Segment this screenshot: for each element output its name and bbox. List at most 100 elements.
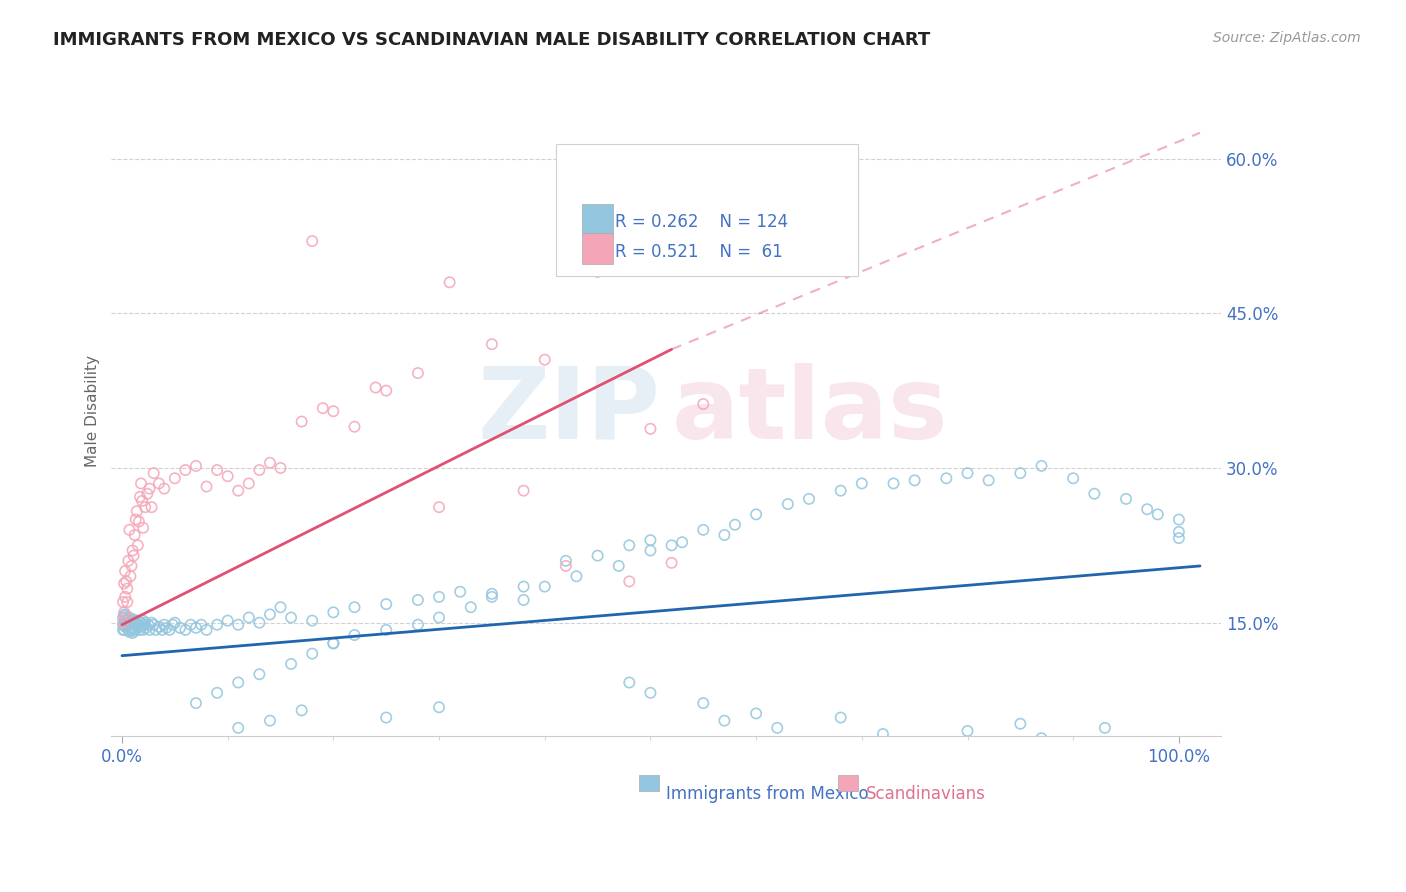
Point	[134, 615, 156, 630]
Point	[141, 615, 163, 630]
Point	[138, 623, 160, 637]
Text: atlas: atlas	[672, 363, 949, 459]
Point	[427, 590, 450, 604]
Point	[640, 422, 662, 436]
Point	[1083, 487, 1105, 501]
Point	[114, 564, 136, 578]
Point	[125, 617, 148, 632]
Point	[118, 624, 141, 639]
Point	[977, 474, 1000, 488]
Point	[1167, 531, 1189, 545]
Point	[169, 621, 191, 635]
Point	[1094, 721, 1116, 735]
Point	[121, 558, 143, 573]
Point	[153, 617, 176, 632]
Text: Scandinavians: Scandinavians	[866, 785, 986, 803]
Point	[125, 622, 148, 636]
Point	[125, 615, 148, 630]
Text: R = 0.521    N =  61: R = 0.521 N = 61	[614, 243, 783, 261]
Point	[301, 647, 323, 661]
Point	[565, 569, 588, 583]
Text: Immigrants from Mexico: Immigrants from Mexico	[666, 785, 869, 803]
Point	[364, 380, 387, 394]
Point	[640, 686, 662, 700]
Point	[128, 515, 150, 529]
Point	[145, 623, 167, 637]
Point	[112, 623, 135, 637]
Point	[375, 710, 398, 724]
Text: R = 0.262    N = 124: R = 0.262 N = 124	[614, 213, 787, 231]
Point	[512, 483, 534, 498]
Point	[132, 623, 155, 637]
Point	[1031, 731, 1053, 746]
Point	[406, 366, 429, 380]
Point	[112, 615, 135, 630]
Point	[114, 614, 136, 628]
Point	[322, 636, 344, 650]
Point	[375, 597, 398, 611]
Point	[121, 616, 143, 631]
Point	[118, 523, 141, 537]
Point	[586, 254, 609, 268]
Point	[134, 617, 156, 632]
Point	[138, 482, 160, 496]
Point	[205, 463, 228, 477]
Point	[125, 512, 148, 526]
Point	[121, 621, 143, 635]
Point	[125, 504, 148, 518]
Point	[640, 533, 662, 548]
Point	[121, 543, 143, 558]
Point	[174, 623, 197, 637]
Y-axis label: Male Disability: Male Disability	[86, 355, 100, 467]
Point	[122, 549, 145, 563]
Point	[114, 590, 136, 604]
Point	[692, 397, 714, 411]
Point	[554, 554, 576, 568]
Point	[238, 476, 260, 491]
Point	[586, 265, 609, 279]
Point	[270, 600, 292, 615]
Point	[661, 556, 683, 570]
Point	[150, 623, 173, 637]
Point	[745, 508, 768, 522]
Point	[112, 595, 135, 609]
Point	[115, 574, 138, 589]
Point	[124, 528, 146, 542]
Point	[138, 617, 160, 632]
Point	[554, 558, 576, 573]
Point	[460, 600, 482, 615]
Point	[180, 617, 202, 632]
Point	[427, 700, 450, 714]
FancyBboxPatch shape	[838, 775, 858, 791]
Point	[117, 619, 139, 633]
Point	[533, 352, 555, 367]
Point	[129, 490, 152, 504]
Point	[190, 617, 212, 632]
Point	[117, 582, 139, 596]
Point	[291, 703, 314, 717]
Text: IMMIGRANTS FROM MEXICO VS SCANDINAVIAN MALE DISABILITY CORRELATION CHART: IMMIGRANTS FROM MEXICO VS SCANDINAVIAN M…	[53, 31, 931, 49]
Point	[159, 623, 181, 637]
Point	[270, 461, 292, 475]
Point	[280, 657, 302, 671]
Point	[117, 615, 139, 630]
Point	[797, 491, 820, 506]
Point	[184, 621, 207, 635]
Point	[776, 497, 799, 511]
Point	[343, 628, 366, 642]
Point	[184, 458, 207, 473]
Point	[427, 500, 450, 515]
Point	[512, 593, 534, 607]
Point	[301, 614, 323, 628]
Point	[112, 623, 135, 637]
Point	[135, 621, 157, 635]
Point	[127, 614, 149, 628]
Point	[141, 500, 163, 515]
Point	[174, 463, 197, 477]
Point	[117, 595, 139, 609]
Point	[343, 419, 366, 434]
Point	[217, 614, 239, 628]
Point	[226, 483, 249, 498]
Point	[1010, 716, 1032, 731]
Point	[136, 487, 159, 501]
